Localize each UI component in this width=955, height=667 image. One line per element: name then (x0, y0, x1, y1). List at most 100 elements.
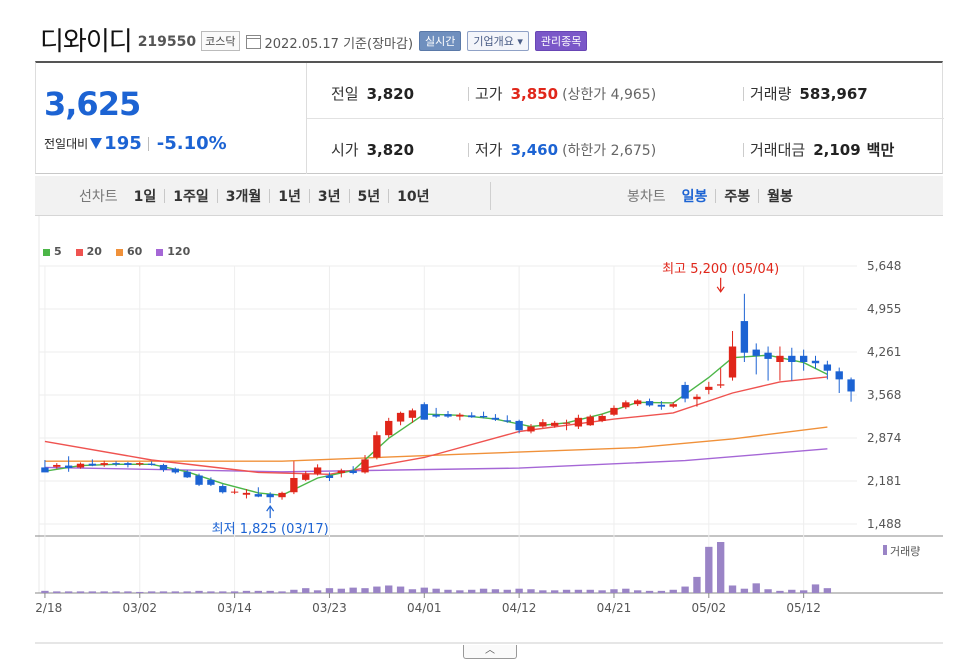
realtime-button[interactable]: 실시간 (419, 31, 462, 51)
candle-body (432, 414, 440, 417)
candle-body (799, 355, 808, 363)
divider (743, 143, 744, 157)
stock-chart: 5 20 60 120 02/18 03/02 03/14 03/23 04/01 04/… (35, 216, 943, 644)
tab-daily[interactable]: 일봉 (681, 189, 708, 205)
candle-body (171, 468, 180, 473)
candle-body (396, 412, 405, 422)
volume-bar (693, 576, 701, 593)
high-arrow-head (716, 286, 725, 293)
candle-body (610, 407, 618, 415)
volume-bar (657, 590, 666, 593)
low-value: 3,460 (510, 141, 559, 159)
volume-bar (598, 590, 606, 593)
divider (468, 143, 469, 157)
volume-bar (171, 591, 180, 593)
tab-1w[interactable]: 1주일 (173, 189, 209, 205)
company-name: 디와이디 (40, 26, 133, 57)
legend-swatch (115, 248, 123, 256)
candle-body (76, 463, 85, 468)
volume-value: 583,967 (799, 85, 868, 103)
managed-stock-badge[interactable]: 관리종목 (534, 31, 588, 51)
basis-date: 2022.05.17 기준(장마감) (264, 36, 414, 52)
legend-swatch (156, 248, 164, 256)
volume-bar (764, 589, 772, 593)
candle-body (136, 463, 144, 465)
legend-ma5: 5 (43, 245, 62, 258)
candle-chart-label: 봉차트 (627, 189, 666, 205)
volume-bar (610, 589, 618, 593)
candle-body (290, 477, 298, 493)
volume-bar (195, 590, 203, 593)
x-tick-label: 04/01 (407, 601, 442, 615)
tab-10y[interactable]: 10년 (397, 189, 430, 205)
legend-ma20-label: 20 (86, 245, 102, 258)
volume-bar (278, 591, 286, 593)
low-label: 저가 (475, 141, 503, 159)
candle-body (527, 426, 535, 432)
current-price: 3,625 (44, 85, 141, 123)
volume-bar (266, 590, 274, 593)
candle-chart-tabs: 봉차트 일봉 주봉 월봉 (627, 176, 793, 216)
tab-5y[interactable]: 5년 (357, 189, 381, 205)
upper-limit: (상한가 4,965) (562, 87, 657, 103)
volume-bar (242, 590, 251, 593)
divider (758, 189, 760, 203)
collapse-button[interactable]: ︿ (463, 645, 517, 659)
candle-body (598, 415, 606, 421)
volume-bar (41, 590, 49, 593)
divider (164, 189, 166, 203)
candle-body (705, 386, 713, 390)
tab-3m[interactable]: 3개월 (225, 189, 262, 205)
change-summary: 전일대비 195 -5.10% (44, 133, 227, 154)
amount-label: 거래대금 (750, 141, 806, 159)
x-tick-label: 03/23 (312, 601, 347, 615)
stat-low: 저가 3,460 (하한가 2,675) (475, 139, 656, 160)
candle-body (456, 414, 464, 417)
volume-legend-label: 거래량 (890, 545, 920, 558)
company-overview-label: 기업개요 (473, 35, 514, 48)
tab-1d[interactable]: 1일 (133, 189, 157, 205)
volume-bar (373, 586, 381, 593)
y-tick-label: 2,181 (867, 474, 901, 488)
y-tick-label: 2,874 (867, 431, 901, 445)
candle-body (266, 494, 274, 498)
candle-body (159, 464, 168, 470)
candle-body (420, 404, 428, 420)
volume-bar (491, 589, 500, 593)
candle-body (740, 321, 749, 353)
volume-bar (76, 591, 85, 593)
candle-body (728, 346, 737, 378)
candle-body (515, 420, 523, 431)
volume-bar (503, 589, 511, 593)
volume-bar (705, 546, 713, 593)
volume-bar (479, 588, 488, 593)
tab-1y[interactable]: 1년 (278, 189, 301, 205)
y-tick-label: 4,955 (867, 302, 901, 316)
x-tick-label: 05/02 (692, 601, 727, 615)
stat-open: 시가 3,820 (331, 139, 414, 160)
tab-weekly[interactable]: 주봉 (724, 189, 751, 205)
chevron-down-icon: ▾ (517, 35, 523, 48)
volume-legend-swatch (883, 545, 887, 555)
volume-bar (681, 586, 689, 593)
tab-monthly[interactable]: 월봉 (767, 189, 793, 205)
change-rate: -5.10% (156, 133, 227, 154)
volume-bar (716, 542, 725, 593)
chevron-up-icon: ︿ (485, 645, 495, 656)
x-tick-label: 04/21 (597, 601, 632, 615)
candle-body (657, 404, 666, 407)
quote-panel: 3,625 전일대비 195 -5.10% 전일 3,820 고가 3,850 (상한… (35, 61, 944, 174)
company-overview-button[interactable]: 기업개요 ▾ (467, 31, 529, 51)
divider (216, 189, 218, 203)
volume-bar (776, 590, 784, 593)
volume-bar (337, 588, 345, 593)
candle-body (811, 360, 820, 364)
tab-3y[interactable]: 3년 (317, 189, 341, 205)
divider (388, 189, 390, 203)
x-tick-label: 05/12 (786, 601, 821, 615)
stat-prev-close: 전일 3,820 (331, 83, 414, 104)
volume-bar (207, 591, 215, 593)
y-tick-label: 3,568 (867, 388, 901, 402)
volume-bar (230, 591, 239, 593)
volume-bar (361, 588, 369, 593)
